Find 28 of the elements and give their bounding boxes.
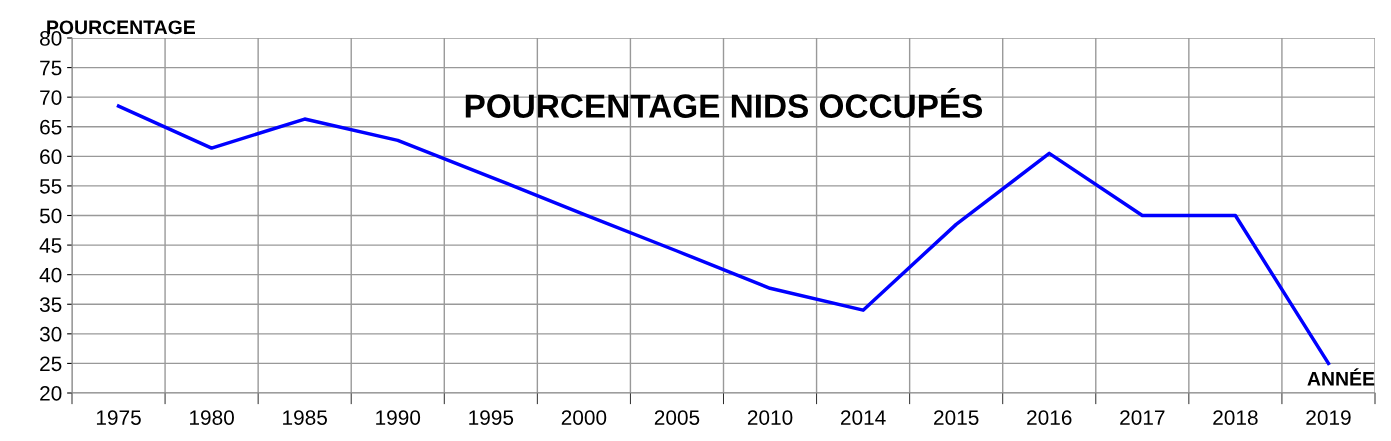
x-tick-label: 2018: [1213, 410, 1258, 425]
x-tick-label: 1985: [283, 410, 327, 425]
x-tick-label: 2015: [934, 410, 979, 425]
y-tick-label: 55: [39, 179, 62, 194]
y-tick-label: 20: [40, 386, 62, 401]
x-tick-label: 1975: [96, 410, 141, 425]
x-tick-label: 2016: [1027, 410, 1072, 425]
y-tick-label: 75: [40, 60, 62, 76]
y-tick-label: 50: [39, 208, 62, 224]
text: POURCENTAGE NIDS OCCUPÉS: [465, 88, 983, 118]
y-tick-label: 70: [40, 90, 62, 105]
x-tick-label: 2019: [1306, 410, 1351, 425]
x-tick-label: 1980: [190, 410, 234, 425]
x-tick-label: 2017: [1120, 410, 1165, 425]
x-tick-label: 2000: [561, 410, 607, 425]
x-tick-label: 2005: [654, 410, 700, 425]
x-axis-title: ANNÉE: [1307, 368, 1375, 386]
y-tick-label: 65: [40, 119, 62, 135]
y-tick-label: 45: [39, 238, 62, 253]
x-tick-label: 1995: [469, 410, 514, 425]
x-tick-label: 1990: [376, 410, 421, 425]
y-tick-label: 30: [39, 326, 62, 342]
x-tick-label: 2014: [840, 410, 886, 425]
y-tick-label: 60: [40, 149, 62, 165]
y-tick-label: 25: [40, 356, 62, 372]
y-tick-label: 40: [39, 267, 62, 283]
y-tick-label: 35: [39, 297, 62, 312]
x-tick-label: 2010: [747, 410, 793, 425]
